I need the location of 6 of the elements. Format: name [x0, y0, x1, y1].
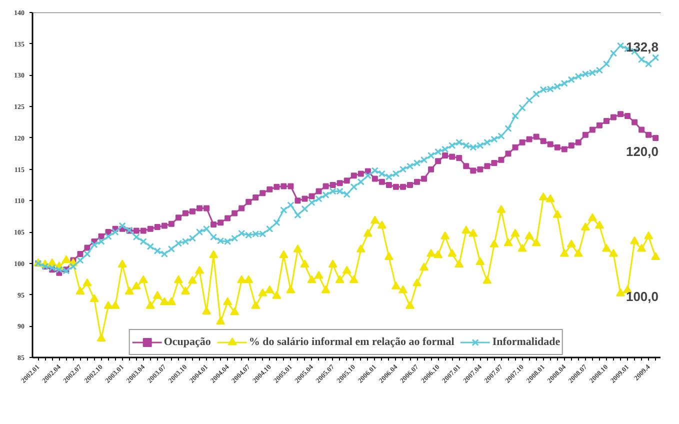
legend-label: Ocupação: [164, 336, 211, 348]
annotation: 120,0: [626, 144, 659, 159]
legend-label: Informalidade: [492, 336, 560, 348]
legend-label: % do salário informal em relação ao formal: [248, 336, 454, 348]
annotation: 132,8: [626, 40, 659, 55]
annotation: 100,0: [626, 289, 659, 304]
